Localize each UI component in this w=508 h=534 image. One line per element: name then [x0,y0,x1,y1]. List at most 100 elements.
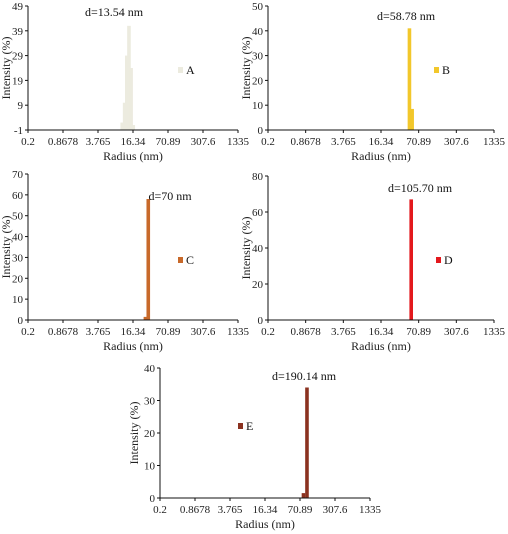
y-axis-label: Intensity (%) [239,217,253,280]
x-tick-label: 0.2 [261,326,275,338]
y-tick-label: 20 [252,75,264,87]
x-tick-label: 0.2 [21,136,35,148]
y-tick-label: 80 [252,171,264,183]
y-tick-label: 70 [12,169,24,181]
x-tick-label: 0.8678 [48,326,79,338]
x-tick-label: 16.34 [369,326,394,338]
x-axis-label: Radius (nm) [103,149,163,163]
legend-swatch [434,67,439,73]
y-tick-label: 60 [12,190,24,202]
bar-e-0 [301,493,306,498]
x-tick-label: 16.34 [121,326,146,338]
legend-swatch [178,67,183,73]
x-tick-label: 3.765 [331,326,356,338]
x-tick-label: 307.6 [323,504,348,516]
x-tick-label: 1335 [227,326,250,338]
x-axis-label: Radius (nm) [351,339,411,353]
y-tick-label: 60 [252,207,264,219]
y-tick-label: 9 [18,100,24,112]
y-tick-label: 20 [252,279,264,291]
y-axis-label: Intensity (%) [239,37,253,100]
bar-d-0 [409,199,413,320]
chart-panel-e: 0.2 0.8678 3.765 16.34 70.89 307.6 1335 0 10 20 30… [127,363,382,531]
bar-a-0 [120,122,125,130]
x-axis-label: Radius (nm) [103,339,163,353]
y-tick-label: 10 [12,294,24,306]
bar-a-1 [122,102,127,130]
diameter-annotation: d=13.54 nm [85,5,144,19]
y-tick-label: 30 [12,252,24,264]
legend-swatch [436,257,441,263]
y-tick-label: 40 [252,243,264,255]
x-tick-label: 0.8678 [180,504,211,516]
diameter-annotation: d=105.70 nm [388,181,453,195]
y-axis-label: Intensity (%) [0,37,13,100]
y-tick-label: 40 [144,363,156,375]
x-tick-label: 0.8678 [48,136,79,148]
legend-label: B [442,63,450,77]
y-tick-label: 40 [12,232,24,244]
diameter-annotation: d=190.14 nm [272,369,337,383]
legend-swatch [178,257,183,263]
diameter-annotation: d=58.78 nm [377,9,436,23]
y-tick-label: 49 [12,1,24,13]
y-tick-label: 0 [258,315,264,327]
x-tick-label: 70.89 [156,326,181,338]
x-tick-label: 1335 [483,136,506,148]
y-tick-label: 10 [144,461,156,473]
x-tick-label: 70.89 [288,504,313,516]
x-tick-label: 0.8678 [291,326,322,338]
x-tick-label: 307.6 [191,136,216,148]
y-tick-label: 10 [252,100,264,112]
y-tick-label: 39 [12,26,24,38]
bar-a-4 [129,68,133,130]
y-tick-label: 0 [150,493,156,505]
y-tick-label: 20 [12,273,24,285]
x-axis-label: Radius (nm) [351,149,411,163]
x-tick-label: 70.89 [156,136,181,148]
legend-swatch [238,423,243,429]
legend-label: C [186,253,194,267]
x-tick-label: 70.89 [406,136,431,148]
diameter-annotation: d=70 nm [148,189,192,203]
y-tick-label: 20 [144,428,156,440]
x-tick-label: 3.765 [218,504,243,516]
y-axis-label: Intensity (%) [127,402,141,465]
chart-panel-d: 0.2 0.8678 3.765 16.34 70.89 307.6 1335 0 20 40 60… [239,171,506,353]
x-tick-label: 16.34 [253,504,278,516]
x-tick-label: 3.765 [86,326,111,338]
x-tick-label: 3.765 [86,136,111,148]
bar-b-0 [407,28,412,130]
x-tick-label: 0.2 [153,504,167,516]
bar-a-5 [131,125,136,130]
y-tick-label: 0 [258,125,264,137]
y-tick-label: 40 [252,26,264,38]
x-tick-label: 1335 [359,504,382,516]
x-tick-label: 307.6 [444,326,469,338]
x-tick-label: 1335 [227,136,250,148]
x-tick-label: 0.8678 [291,136,322,148]
chart-panel-b: 0.2 0.8678 3.765 16.34 70.89 307.6 1335 0 10 20 30… [239,1,506,163]
x-tick-label: 0.2 [21,326,35,338]
legend-label: A [186,63,195,77]
y-axis-label: Intensity (%) [0,216,13,279]
x-tick-label: 0.2 [261,136,275,148]
y-tick-label: 50 [12,211,24,223]
y-tick-label: 30 [144,396,156,408]
x-tick-label: 3.765 [331,136,356,148]
bar-c-0 [143,316,148,320]
chart-panel-a: 0.2 0.8678 3.765 16.34 70.89 307.6 1335 -1 9 19 29… [0,1,250,163]
chart-panel-c: 0.2 0.8678 3.765 16.34 70.89 307.6 1335 0 10 20 30… [0,169,250,353]
bar-a-3 [127,25,131,131]
y-tick-label: 0 [18,315,24,327]
x-tick-label: 307.6 [191,326,216,338]
bar-a-2 [125,55,129,130]
bar-c-1 [146,199,151,320]
y-tick-label: -1 [14,125,23,137]
bar-b-1 [410,108,414,130]
legend-label: D [444,253,453,267]
x-tick-label: 16.34 [369,136,394,148]
x-tick-label: 16.34 [121,136,146,148]
y-tick-label: 50 [252,1,264,13]
